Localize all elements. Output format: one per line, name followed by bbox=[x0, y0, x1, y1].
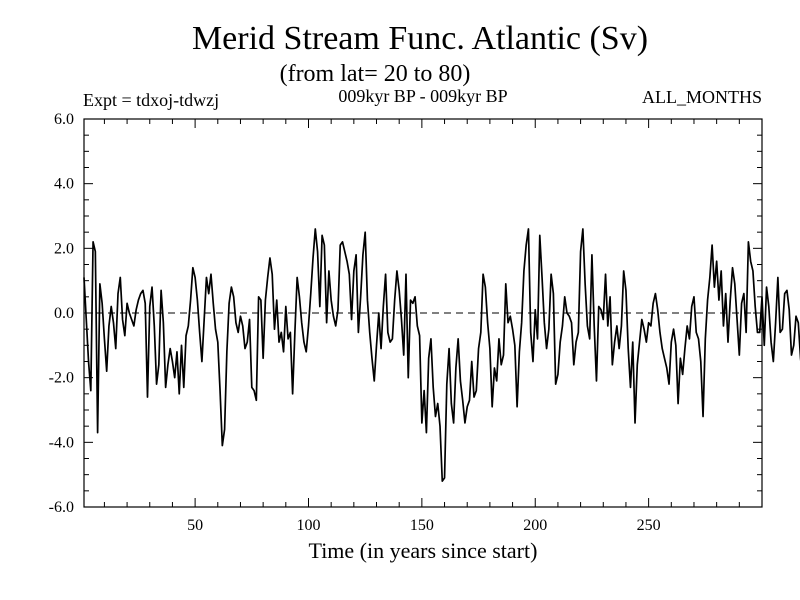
y-tick-label: -6.0 bbox=[49, 499, 74, 516]
chart-title: Merid Stream Func. Atlantic (Sv) bbox=[192, 20, 648, 57]
experiment-label: Expt = tdxoj-tdwzj bbox=[83, 90, 219, 110]
y-tick-label: 2.0 bbox=[54, 240, 74, 257]
y-tick-label: -2.0 bbox=[49, 370, 74, 387]
period-label: 009kyr BP - 009kyr BP bbox=[338, 86, 507, 106]
y-tick-label: 0.0 bbox=[54, 305, 74, 322]
y-tick-label: 4.0 bbox=[54, 176, 74, 193]
x-tick-label: 100 bbox=[296, 517, 320, 534]
x-tick-label: 200 bbox=[523, 517, 547, 534]
y-tick-label: -4.0 bbox=[49, 434, 74, 451]
months-label: ALL_MONTHS bbox=[642, 87, 762, 107]
chart-subtitle: (from lat= 20 to 80) bbox=[280, 61, 471, 87]
series-layer bbox=[83, 228, 800, 482]
x-axis-label: Time (in years since start) bbox=[309, 538, 538, 563]
series-line-1 bbox=[83, 228, 800, 482]
y-tick-label: 6.0 bbox=[54, 111, 74, 128]
plot-frame bbox=[83, 118, 763, 508]
x-tick-label: 50 bbox=[187, 517, 203, 534]
axes: 50 100 150 200 250 6.0 4.0 2.0 0.0 -2.0 -4.0 -6.0 bbox=[49, 111, 762, 534]
x-tick-label: 150 bbox=[410, 517, 434, 534]
x-tick-label: 250 bbox=[637, 517, 661, 534]
